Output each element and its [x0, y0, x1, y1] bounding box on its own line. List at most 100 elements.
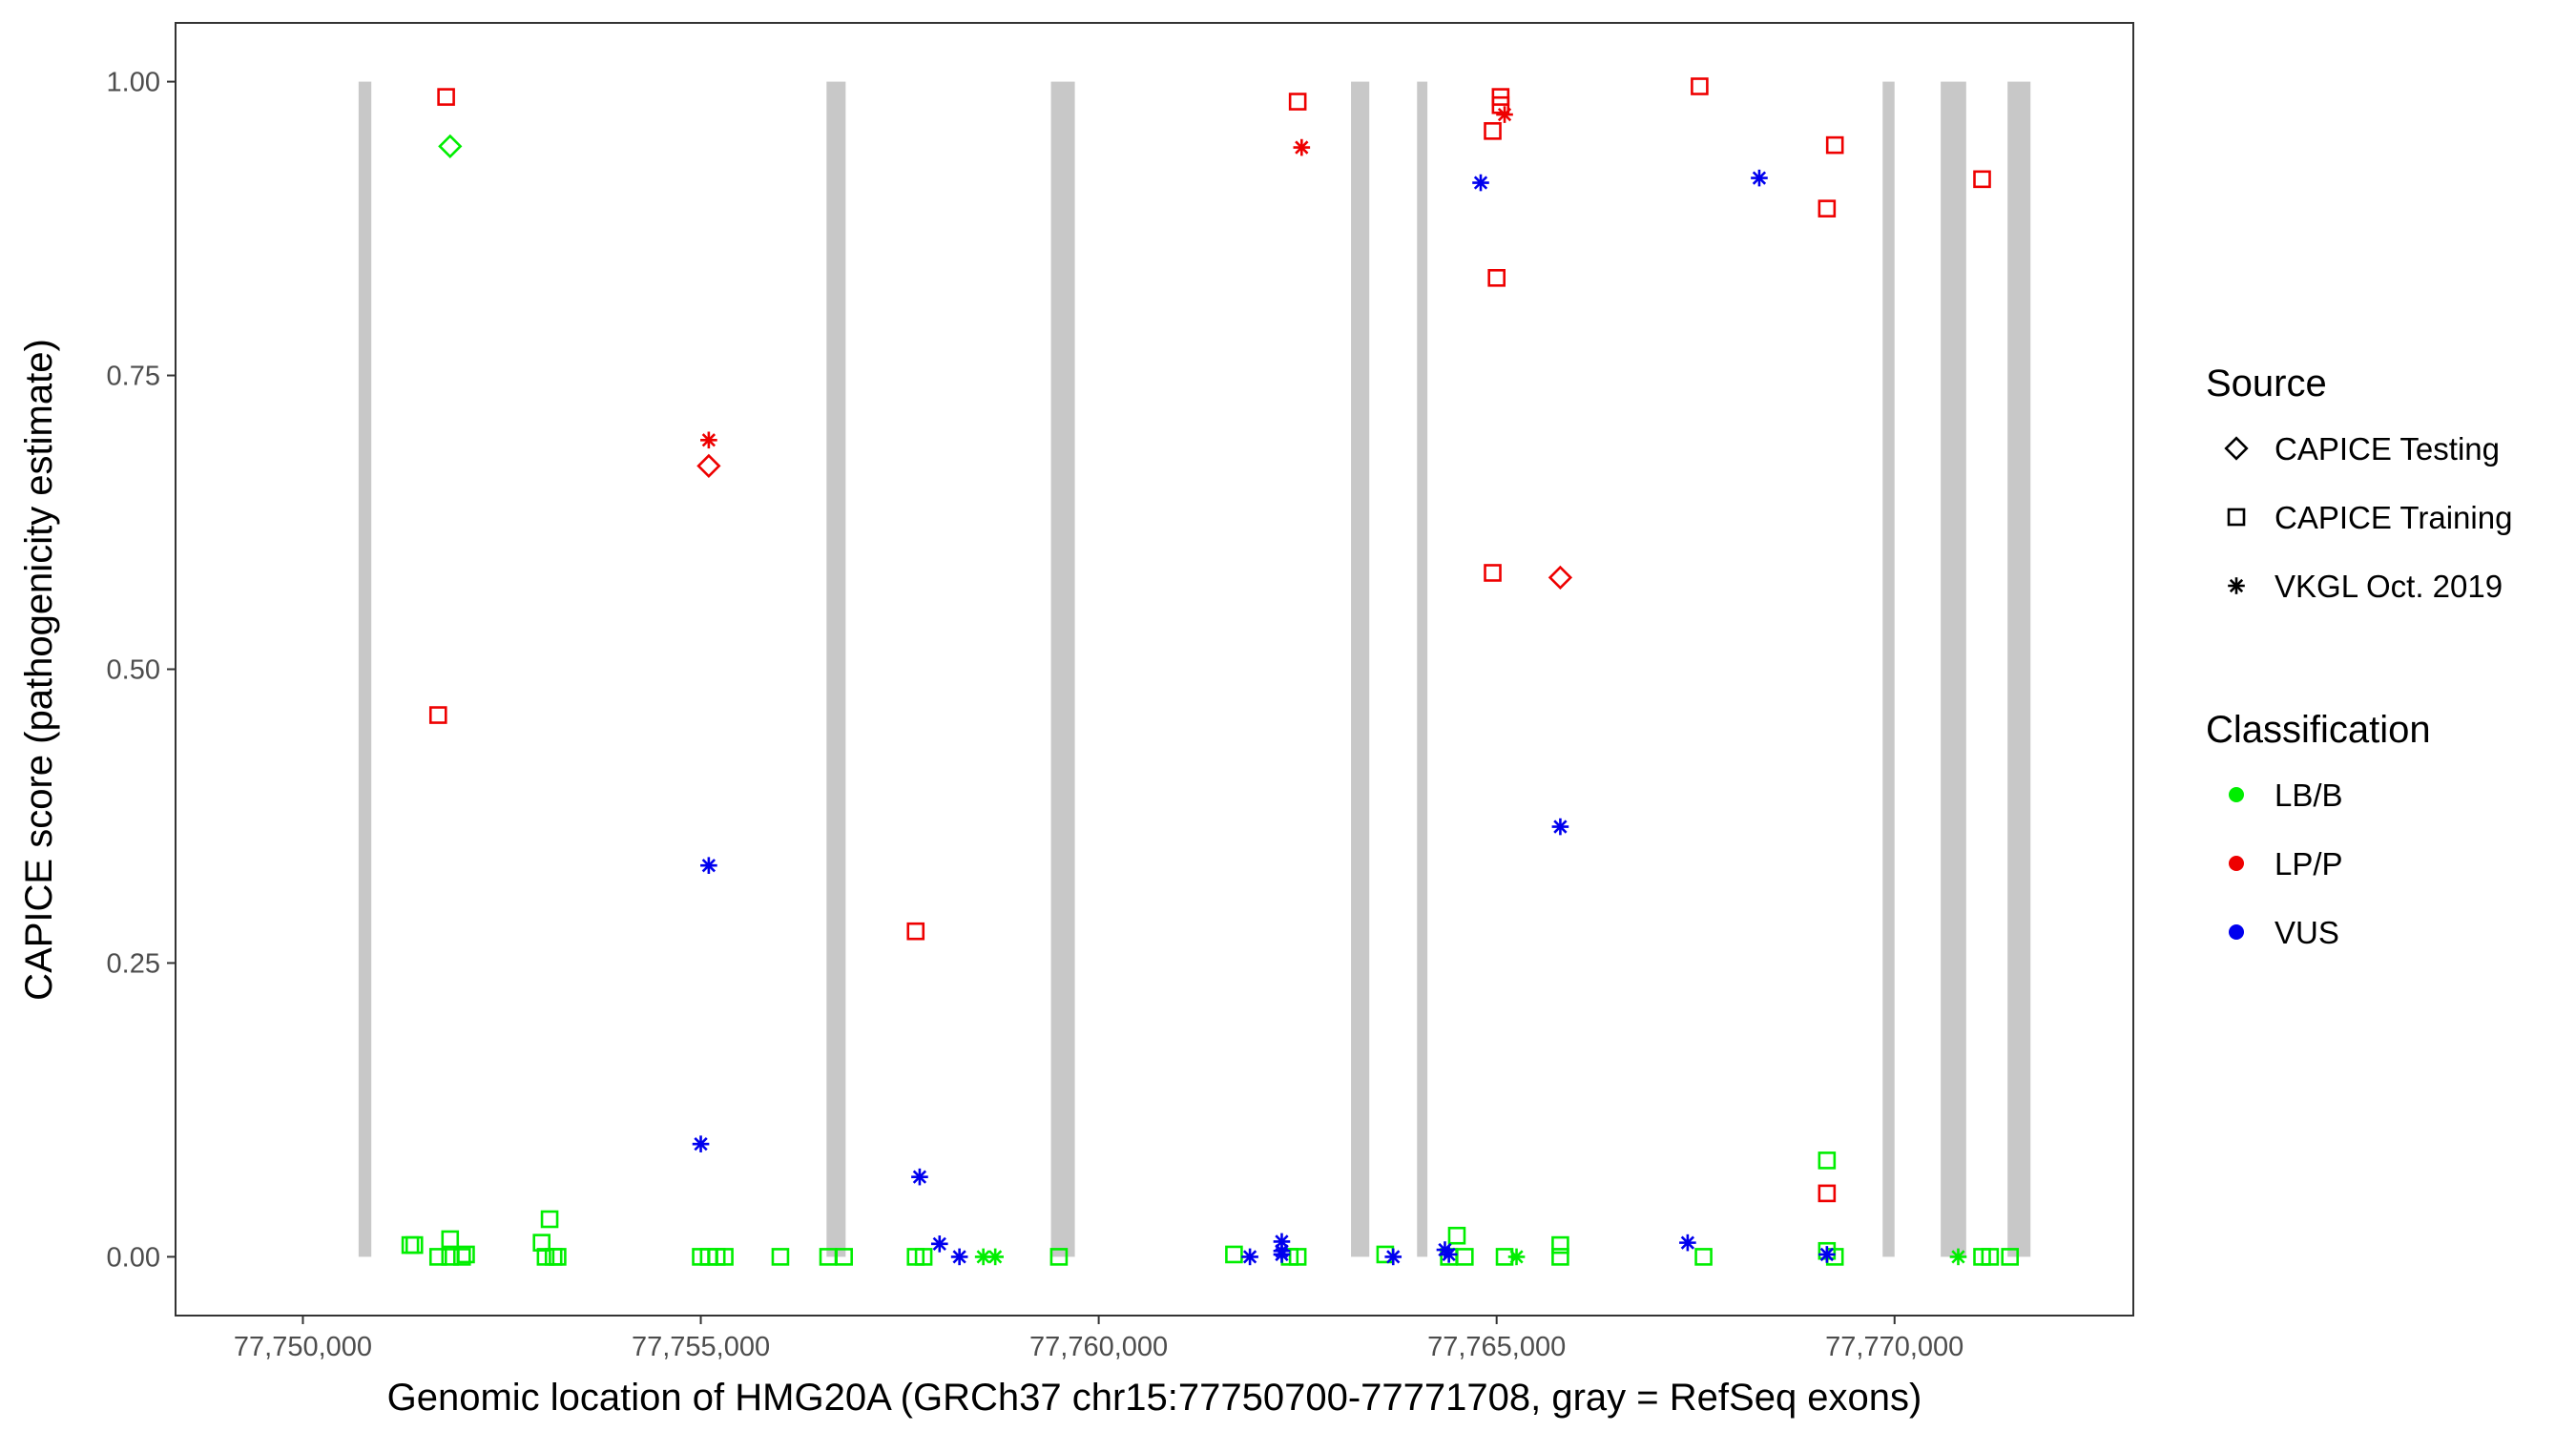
data-point-asterisk-vus-10: [1384, 1248, 1402, 1266]
legend-title: Source: [2206, 363, 2327, 404]
data-point-square-lpp-5: [1484, 122, 1502, 140]
data-point-square-lpp-9: [1484, 564, 1502, 582]
y-tick-label: 0.50: [107, 655, 160, 686]
data-point-square-lbb-3: [428, 1248, 447, 1266]
data-point-square-lbb-19: [835, 1248, 853, 1266]
data-point-asterisk-vus-5: [950, 1248, 968, 1266]
data-point-square-lpp-2: [428, 706, 447, 724]
data-point-asterisk-vus-3: [911, 1168, 928, 1186]
data-point-square-lbb-23: [1225, 1245, 1243, 1264]
data-point-asterisk-vus-2: [692, 1135, 710, 1152]
data-point-square-lbb-33: [1694, 1248, 1713, 1266]
data-point-square-lbb-22: [1049, 1248, 1069, 1266]
data-point-square-lbb-28: [1447, 1226, 1466, 1245]
data-point-square-lpp-11: [1825, 135, 1844, 155]
legend-key-asterisk: [2228, 577, 2245, 594]
legend-key-dot: [2229, 787, 2244, 802]
data-point-asterisk-vus-6: [1241, 1248, 1258, 1266]
data-point-asterisk-lbb-3: [1507, 1248, 1526, 1266]
x-tick-label: 77,760,000: [1029, 1332, 1168, 1362]
data-point-asterisk-vus-16: [1751, 169, 1768, 187]
y-tick-label: 0.75: [107, 362, 160, 392]
data-point-asterisk-lbb-2: [987, 1248, 1004, 1266]
data-point-square-lbb-17: [771, 1248, 790, 1266]
data-point-square-lbb-38: [1981, 1248, 2000, 1266]
legend-item-label: LP/P: [2275, 846, 2343, 881]
legend-item-label: VUS: [2275, 915, 2339, 950]
x-tick-label: 77,765,000: [1427, 1332, 1566, 1362]
data-point-asterisk-lpp-2: [1293, 138, 1311, 156]
y-axis-title: CAPICE score (pathogenicity estimate): [18, 339, 60, 1001]
data-point-square-lbb-32: [1551, 1248, 1569, 1266]
data-point-square-lpp-14: [1818, 1184, 1837, 1203]
legend-classification: Classification LB/B LP/P VUS: [2206, 709, 2431, 950]
x-tick-label: 77,755,000: [632, 1332, 770, 1362]
data-point-asterisk-lpp-1: [700, 431, 717, 449]
data-point-square-lpp-4: [1288, 93, 1307, 111]
data-point-square-lpp-13: [1973, 170, 1991, 189]
legend-source: Source CAPICE Testing CAPICE Training VKGL …: [2206, 363, 2512, 604]
data-point-asterisk-vus-4: [930, 1235, 948, 1253]
legend: Source CAPICE Testing CAPICE Training VKGL …: [2206, 363, 2512, 950]
data-point-asterisk-vus-17: [1818, 1246, 1836, 1263]
data-point-diamond-lpp-1: [696, 453, 721, 479]
x-axis-title: Genomic location of HMG20A (GRCh37 chr15…: [387, 1377, 1922, 1419]
data-points-layer: [401, 77, 2020, 1266]
data-point-square-lbb-39: [2001, 1248, 2020, 1266]
exon-bar-3: [1050, 81, 1075, 1257]
data-point-diamond-lpp-2: [1548, 565, 1573, 591]
y-axis: 0.00 0.25 0.50 0.75 1.00: [107, 68, 176, 1273]
data-point-asterisk-vus-9: [1273, 1246, 1291, 1263]
legend-item-label: CAPICE Training: [2275, 500, 2512, 535]
exon-bar-6: [1882, 81, 1895, 1257]
legend-key-dot: [2229, 924, 2244, 940]
data-point-square-lbb-10: [540, 1210, 559, 1229]
data-point-square-lbb-4: [441, 1230, 460, 1249]
data-point-square-lbb-31: [1551, 1235, 1569, 1255]
legend-key-square: [2227, 508, 2246, 527]
exon-bar-1: [358, 81, 372, 1257]
data-point-square-lpp-1: [437, 88, 455, 106]
data-point-square-lpp-7: [1491, 95, 1510, 114]
legend-item-label: VKGL Oct. 2019: [2275, 569, 2503, 604]
data-point-asterisk-vus-13: [1472, 174, 1489, 192]
data-point-asterisk-vus-14: [1551, 818, 1569, 836]
y-tick-label: 0.25: [107, 948, 160, 979]
legend-key-dot: [2229, 856, 2244, 871]
data-point-asterisk-vus-12: [1440, 1246, 1458, 1263]
x-axis: 77,750,000 77,755,000 77,760,000 77,765,000…: [234, 1316, 1963, 1362]
x-tick-label: 77,750,000: [234, 1332, 372, 1362]
legend-item-label: LB/B: [2275, 778, 2343, 813]
exon-bar-5: [1417, 81, 1428, 1257]
x-tick-label: 77,770,000: [1825, 1332, 1963, 1362]
legend-item-label: CAPICE Testing: [2275, 431, 2500, 467]
data-point-square-lbb-25: [1288, 1248, 1307, 1266]
data-point-square-lpp-10: [1691, 77, 1709, 95]
data-point-square-lbb-12: [549, 1248, 567, 1266]
exon-bar-2: [826, 81, 846, 1257]
data-point-asterisk-vus-15: [1679, 1234, 1696, 1252]
data-point-square-lpp-3: [906, 922, 925, 941]
data-point-asterisk-lbb-4: [1949, 1248, 1967, 1266]
data-point-asterisk-lpp-3: [1496, 106, 1513, 123]
exon-bar-7: [1941, 81, 1966, 1257]
data-point-asterisk-vus-1: [700, 857, 717, 875]
data-point-square-lbb-6: [452, 1248, 471, 1266]
data-point-square-lbb-29: [1456, 1248, 1474, 1266]
exon-bars-layer: [358, 81, 2031, 1257]
data-point-square-lpp-8: [1487, 269, 1506, 287]
data-point-diamond-lbb-1: [438, 134, 463, 158]
data-point-square-lbb-34: [1818, 1151, 1837, 1170]
exon-bar-4: [1351, 81, 1370, 1257]
data-point-square-lbb-2: [405, 1235, 424, 1255]
data-point-square-lbb-21: [914, 1248, 933, 1266]
exon-bar-8: [2007, 81, 2031, 1257]
legend-title: Classification: [2206, 709, 2431, 751]
data-point-square-lbb-16: [716, 1248, 734, 1266]
data-point-square-lbb-7: [457, 1245, 475, 1264]
y-tick-label: 0.00: [107, 1242, 160, 1273]
data-point-square-lpp-12: [1818, 199, 1837, 218]
y-tick-label: 1.00: [107, 68, 160, 98]
